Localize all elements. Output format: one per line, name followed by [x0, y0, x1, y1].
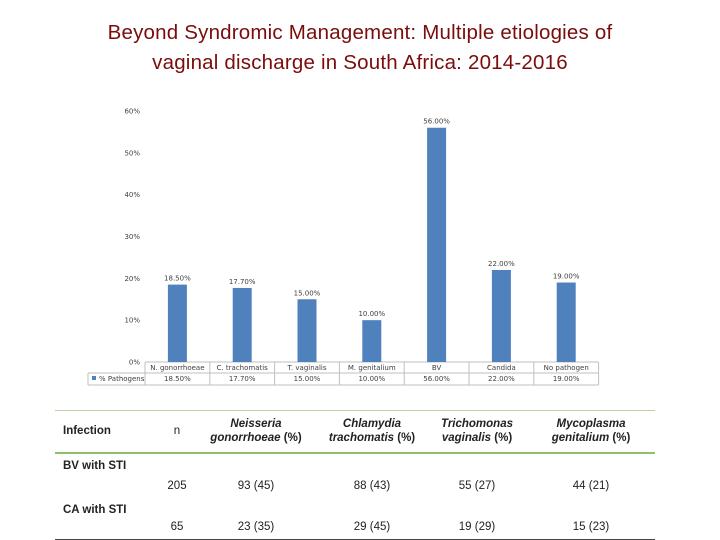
- bar: [427, 127, 447, 362]
- data-label: 10.00%: [358, 310, 385, 318]
- cell-neisseria: 23 (35): [237, 521, 275, 533]
- data-table-value: 15.00%: [294, 375, 321, 383]
- header-mycoplasma-species: genitalium: [551, 432, 610, 445]
- header-neisseria-unit: (%): [283, 432, 302, 445]
- header-chlamydia-species: trachomatis: [328, 432, 395, 445]
- category-label: T. vaginalis: [287, 364, 327, 372]
- cell-trichomonas: 19 (29): [458, 521, 496, 533]
- data-label: 15.00%: [294, 289, 321, 297]
- cell-chlamydia: 88 (43): [353, 479, 391, 492]
- y-tick-label: 10%: [124, 317, 140, 325]
- cell-neisseria: 93 (45): [237, 479, 275, 492]
- data-table-value: 18.50%: [164, 375, 191, 383]
- cell-trichomonas: 55 (27): [458, 479, 496, 492]
- legend-swatch: [92, 376, 96, 380]
- data-label: 56.00%: [423, 118, 450, 126]
- y-tick-label: 30%: [124, 233, 140, 241]
- header-mycoplasma-name: Mycoplasma: [556, 418, 626, 431]
- bar: [556, 282, 576, 362]
- data-table-value: 17.70%: [229, 375, 256, 383]
- header-chlamydia: Chlamydia trachomatis (%): [317, 411, 427, 453]
- data-table-value: 56.00%: [423, 375, 450, 383]
- legend-label: % Pathogens: [99, 375, 145, 383]
- header-infection: Infection: [63, 425, 111, 438]
- row-label: CA with STI: [63, 503, 127, 516]
- slide-title-line-1: Beyond Syndromic Management: Multiple et…: [107, 21, 613, 44]
- y-tick-label: 40%: [124, 191, 140, 199]
- header-mycoplasma: Mycoplasma genitalium (%): [527, 411, 655, 453]
- header-trichomonas-species: vaginalis: [441, 432, 492, 445]
- bar: [232, 287, 252, 362]
- bar: [362, 320, 382, 362]
- data-label: 19.00%: [553, 273, 580, 281]
- header-chlamydia-unit: (%): [397, 432, 416, 445]
- bar: [167, 284, 187, 362]
- header-neisseria-species: gonorrhoeae: [210, 432, 281, 445]
- row-label: BV with STI: [55, 452, 159, 498]
- data-label: 17.70%: [229, 278, 256, 286]
- slide-title: Beyond Syndromic Management: Multiple et…: [20, 18, 700, 78]
- header-mycoplasma-unit: (%): [612, 432, 631, 445]
- data-label: 18.50%: [164, 275, 191, 283]
- bar-chart: 0% 10% 20% 30% 40% 50% 60% % Pathogens 18.50% N. …: [87, 108, 600, 386]
- header-chlamydia-name: Chlamydia: [342, 418, 402, 431]
- category-label: C. trachomatis: [217, 364, 269, 372]
- header-trichomonas-unit: (%): [494, 432, 513, 445]
- header-neisseria: Neisseria gonorrhoeae (%): [195, 411, 317, 453]
- header-trichomonas: Trichomonas vaginalis (%): [427, 411, 527, 453]
- data-label: 22.00%: [488, 260, 515, 268]
- cell-n: 205: [167, 479, 187, 492]
- bar: [297, 299, 317, 362]
- y-tick-label: 60%: [124, 108, 140, 116]
- table-row: BV with STI 205 93 (45) 88 (43) 55 (27) …: [55, 452, 655, 498]
- data-table-value: 19.00%: [553, 375, 580, 383]
- category-label: M. genitalium: [348, 364, 396, 372]
- category-label: Candida: [487, 364, 516, 372]
- y-tick-label: 50%: [124, 149, 140, 157]
- table-header-row: Infection n Neisseria gonorrhoeae (%) Ch…: [55, 410, 655, 453]
- data-table-value: 10.00%: [358, 375, 385, 383]
- slide-title-line-2: vaginal discharge in South Africa: 2014-…: [152, 51, 568, 74]
- header-n: n: [173, 425, 181, 438]
- category-label: BV: [432, 364, 442, 372]
- cell-n: 65: [170, 521, 184, 533]
- bar: [491, 269, 511, 362]
- table-row: CA with STI 65 23 (35) 29 (45) 19 (29) 1…: [55, 498, 655, 540]
- category-label: N. gonorrhoeae: [150, 364, 204, 372]
- header-trichomonas-name: Trichomonas: [441, 418, 513, 431]
- data-table-value: 22.00%: [488, 375, 515, 383]
- cell-mycoplasma: 44 (21): [572, 479, 610, 492]
- coinfection-table: Infection n Neisseria gonorrhoeae (%) Ch…: [55, 410, 655, 540]
- cell-chlamydia: 29 (45): [353, 521, 391, 533]
- y-tick-label: 0%: [129, 359, 140, 367]
- cell-mycoplasma: 15 (23): [572, 521, 610, 533]
- category-label: No pathogen: [544, 364, 589, 372]
- y-tick-label: 20%: [124, 275, 140, 283]
- header-neisseria-name: Neisseria: [230, 418, 282, 431]
